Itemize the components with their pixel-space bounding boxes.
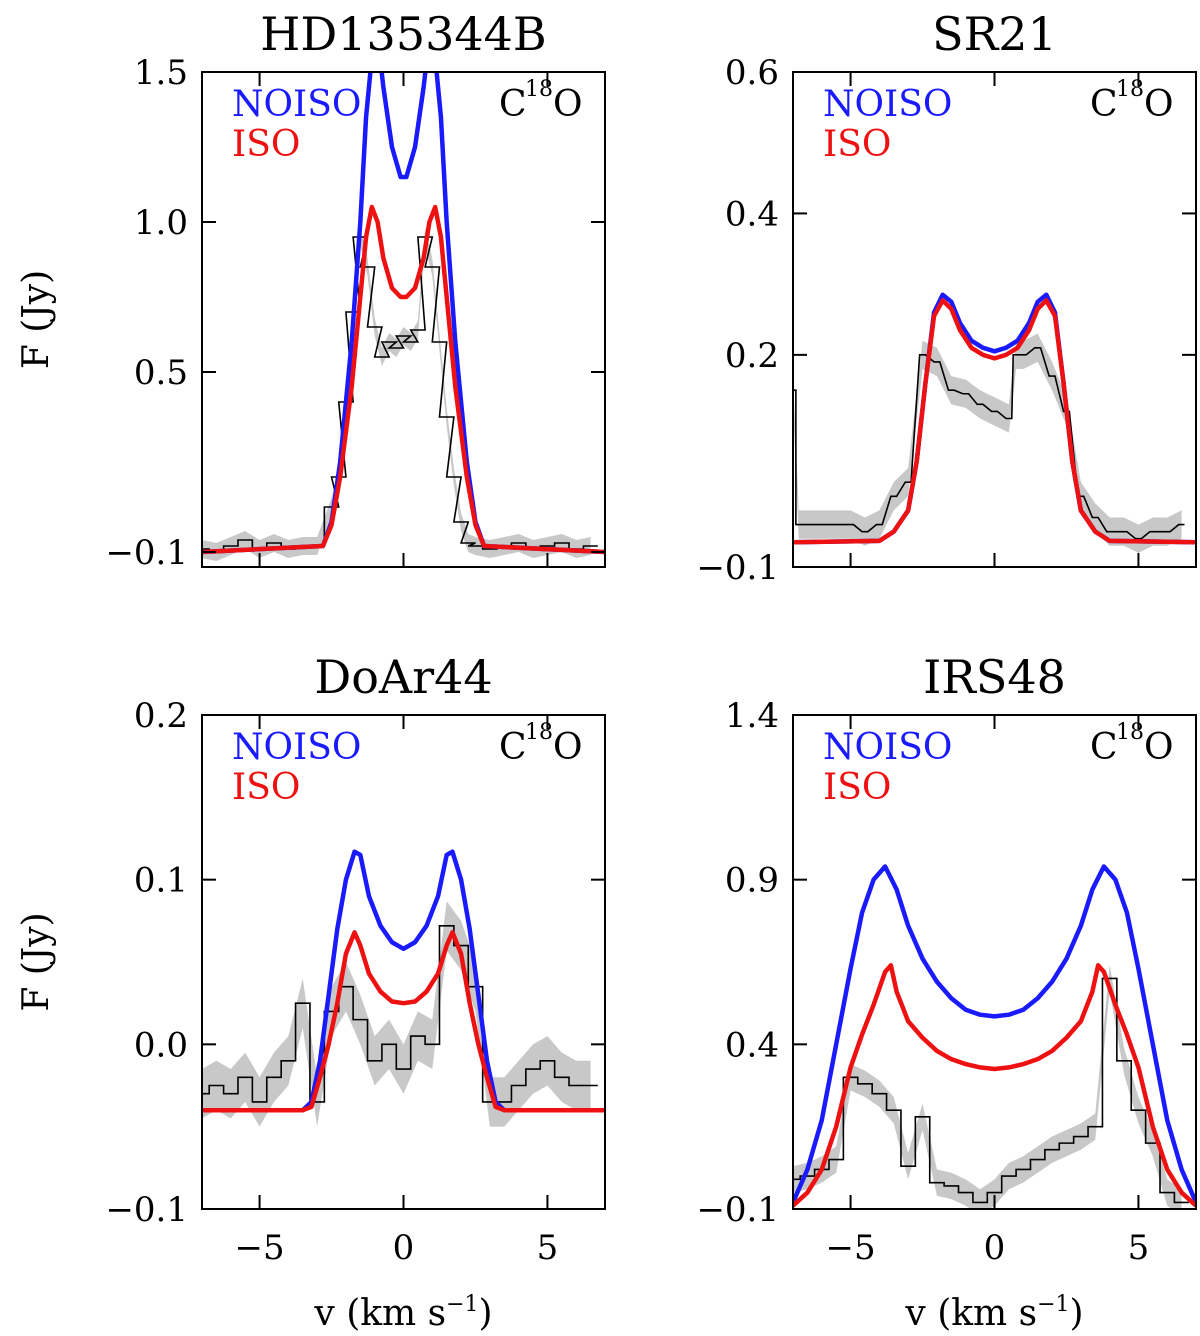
ytick-label: 0.9 xyxy=(725,861,779,901)
plot-area xyxy=(793,292,1196,553)
observed-error-band xyxy=(202,901,591,1127)
svg-text:18: 18 xyxy=(1116,77,1144,102)
panel-title: IRS48 xyxy=(923,650,1066,704)
observed-error-band xyxy=(793,333,1182,553)
series-iso xyxy=(793,298,1196,545)
isotopologue-label: C18 O xyxy=(1090,720,1174,768)
xtick-label: 0 xyxy=(984,1228,1006,1268)
observed-error-band xyxy=(202,228,591,561)
series-noiso xyxy=(202,72,605,555)
svg-text:18: 18 xyxy=(1116,720,1144,745)
plot-area xyxy=(793,864,1196,1209)
ytick-label: 1.0 xyxy=(134,203,188,243)
legend-noiso: NOISO xyxy=(232,727,361,768)
ytick-label: 0.2 xyxy=(725,336,779,376)
plot-area xyxy=(202,72,605,561)
ytick-label: 1.4 xyxy=(725,696,779,736)
panel-title: HD135344B xyxy=(260,7,546,61)
observed-spectrum xyxy=(793,977,1189,1204)
y-axis-label: F (Jy) xyxy=(16,912,57,1011)
xtick-label: 0 xyxy=(393,1228,415,1268)
x-axis-label: v (km s−1) xyxy=(313,1292,492,1334)
observed-spectrum xyxy=(202,236,598,553)
legend-iso: ISO xyxy=(823,124,891,165)
observed-spectrum xyxy=(793,346,1185,540)
isotopologue-label: C18 O xyxy=(499,720,583,768)
ytick-label: 1.5 xyxy=(134,53,188,93)
ytick-label: 0.5 xyxy=(134,353,188,393)
svg-text:C: C xyxy=(1090,727,1118,768)
svg-text:C: C xyxy=(499,84,527,125)
svg-text:O: O xyxy=(553,727,583,768)
ytick-label: −0.1 xyxy=(696,548,779,588)
xtick-label: −5 xyxy=(826,1228,876,1268)
xtick-label: −5 xyxy=(235,1228,285,1268)
isotopologue-label: C18 O xyxy=(499,77,583,125)
x-axis-label: v (km s−1) xyxy=(904,1292,1083,1334)
ytick-label: 0.6 xyxy=(725,53,779,93)
legend-noiso: NOISO xyxy=(232,84,361,125)
ytick-label: −0.1 xyxy=(105,533,188,573)
ytick-label: 0.0 xyxy=(134,1025,188,1065)
legend-noiso: NOISO xyxy=(823,84,952,125)
svg-text:C: C xyxy=(499,727,527,768)
svg-text:C: C xyxy=(1090,84,1118,125)
legend-iso: ISO xyxy=(232,124,300,165)
svg-text:18: 18 xyxy=(525,720,553,745)
panel-title: SR21 xyxy=(932,7,1057,61)
legend-iso: ISO xyxy=(232,767,300,808)
ytick-label: −0.1 xyxy=(696,1190,779,1230)
observed-error-band xyxy=(793,965,1182,1209)
svg-text:O: O xyxy=(1144,727,1174,768)
svg-text:O: O xyxy=(553,84,583,125)
observed-spectrum xyxy=(202,924,598,1103)
panel-title: DoAr44 xyxy=(314,650,492,704)
series-iso xyxy=(793,963,1196,1208)
isotopologue-label: C18 O xyxy=(1090,77,1174,125)
series-noiso xyxy=(793,864,1196,1204)
y-axis-label: F (Jy) xyxy=(16,270,57,369)
ytick-label: 0.4 xyxy=(725,194,779,234)
ytick-label: 0.1 xyxy=(134,861,188,901)
legend-iso: ISO xyxy=(823,767,891,808)
series-iso xyxy=(202,204,605,555)
ytick-label: 0.4 xyxy=(725,1025,779,1065)
svg-text:18: 18 xyxy=(525,77,553,102)
plot-area xyxy=(202,849,605,1127)
xtick-label: 5 xyxy=(1128,1228,1150,1268)
legend-noiso: NOISO xyxy=(823,727,952,768)
ytick-label: 0.2 xyxy=(134,696,188,736)
ytick-label: −0.1 xyxy=(105,1190,188,1230)
xtick-label: 5 xyxy=(537,1228,559,1268)
series-iso xyxy=(202,930,605,1113)
series-noiso xyxy=(202,849,605,1113)
svg-text:O: O xyxy=(1144,84,1174,125)
